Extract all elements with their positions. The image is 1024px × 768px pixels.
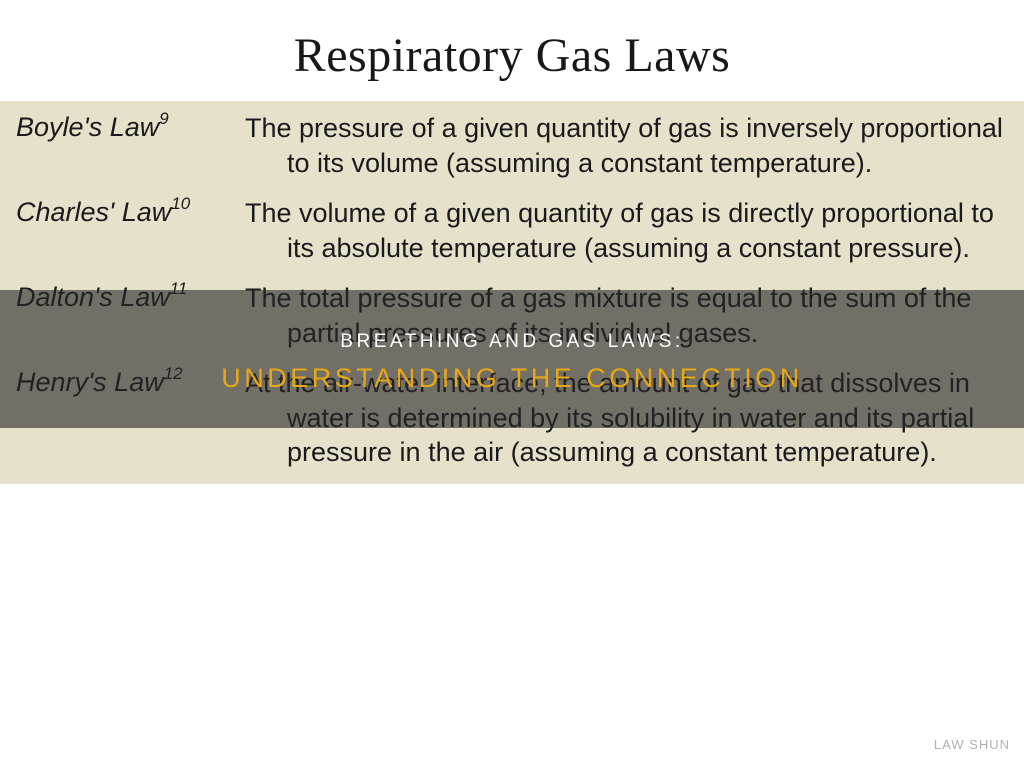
law-sup: 9 xyxy=(159,109,168,128)
law-sup: 10 xyxy=(171,194,190,213)
overlay-title: UNDERSTANDING THE CONNECTION xyxy=(221,363,803,394)
law-desc: The volume of a given quantity of gas is… xyxy=(245,196,1014,265)
law-name-charles: Charles' Law10 xyxy=(16,197,190,227)
overlay-band: BREATHING AND GAS LAWS: UNDERSTANDING TH… xyxy=(0,290,1024,428)
law-name-boyle: Boyle's Law9 xyxy=(16,112,169,142)
law-row: Boyle's Law9 The pressure of a given qua… xyxy=(10,105,1014,190)
page-title: Respiratory Gas Laws xyxy=(0,0,1024,101)
law-desc: The pressure of a given quantity of gas … xyxy=(245,111,1014,180)
law-row: Charles' Law10 The volume of a given qua… xyxy=(10,190,1014,275)
watermark: LAW SHUN xyxy=(934,737,1010,752)
law-name-text: Boyle's Law xyxy=(16,112,159,142)
law-name-text: Charles' Law xyxy=(16,197,171,227)
overlay-subtitle: BREATHING AND GAS LAWS: xyxy=(340,331,683,353)
